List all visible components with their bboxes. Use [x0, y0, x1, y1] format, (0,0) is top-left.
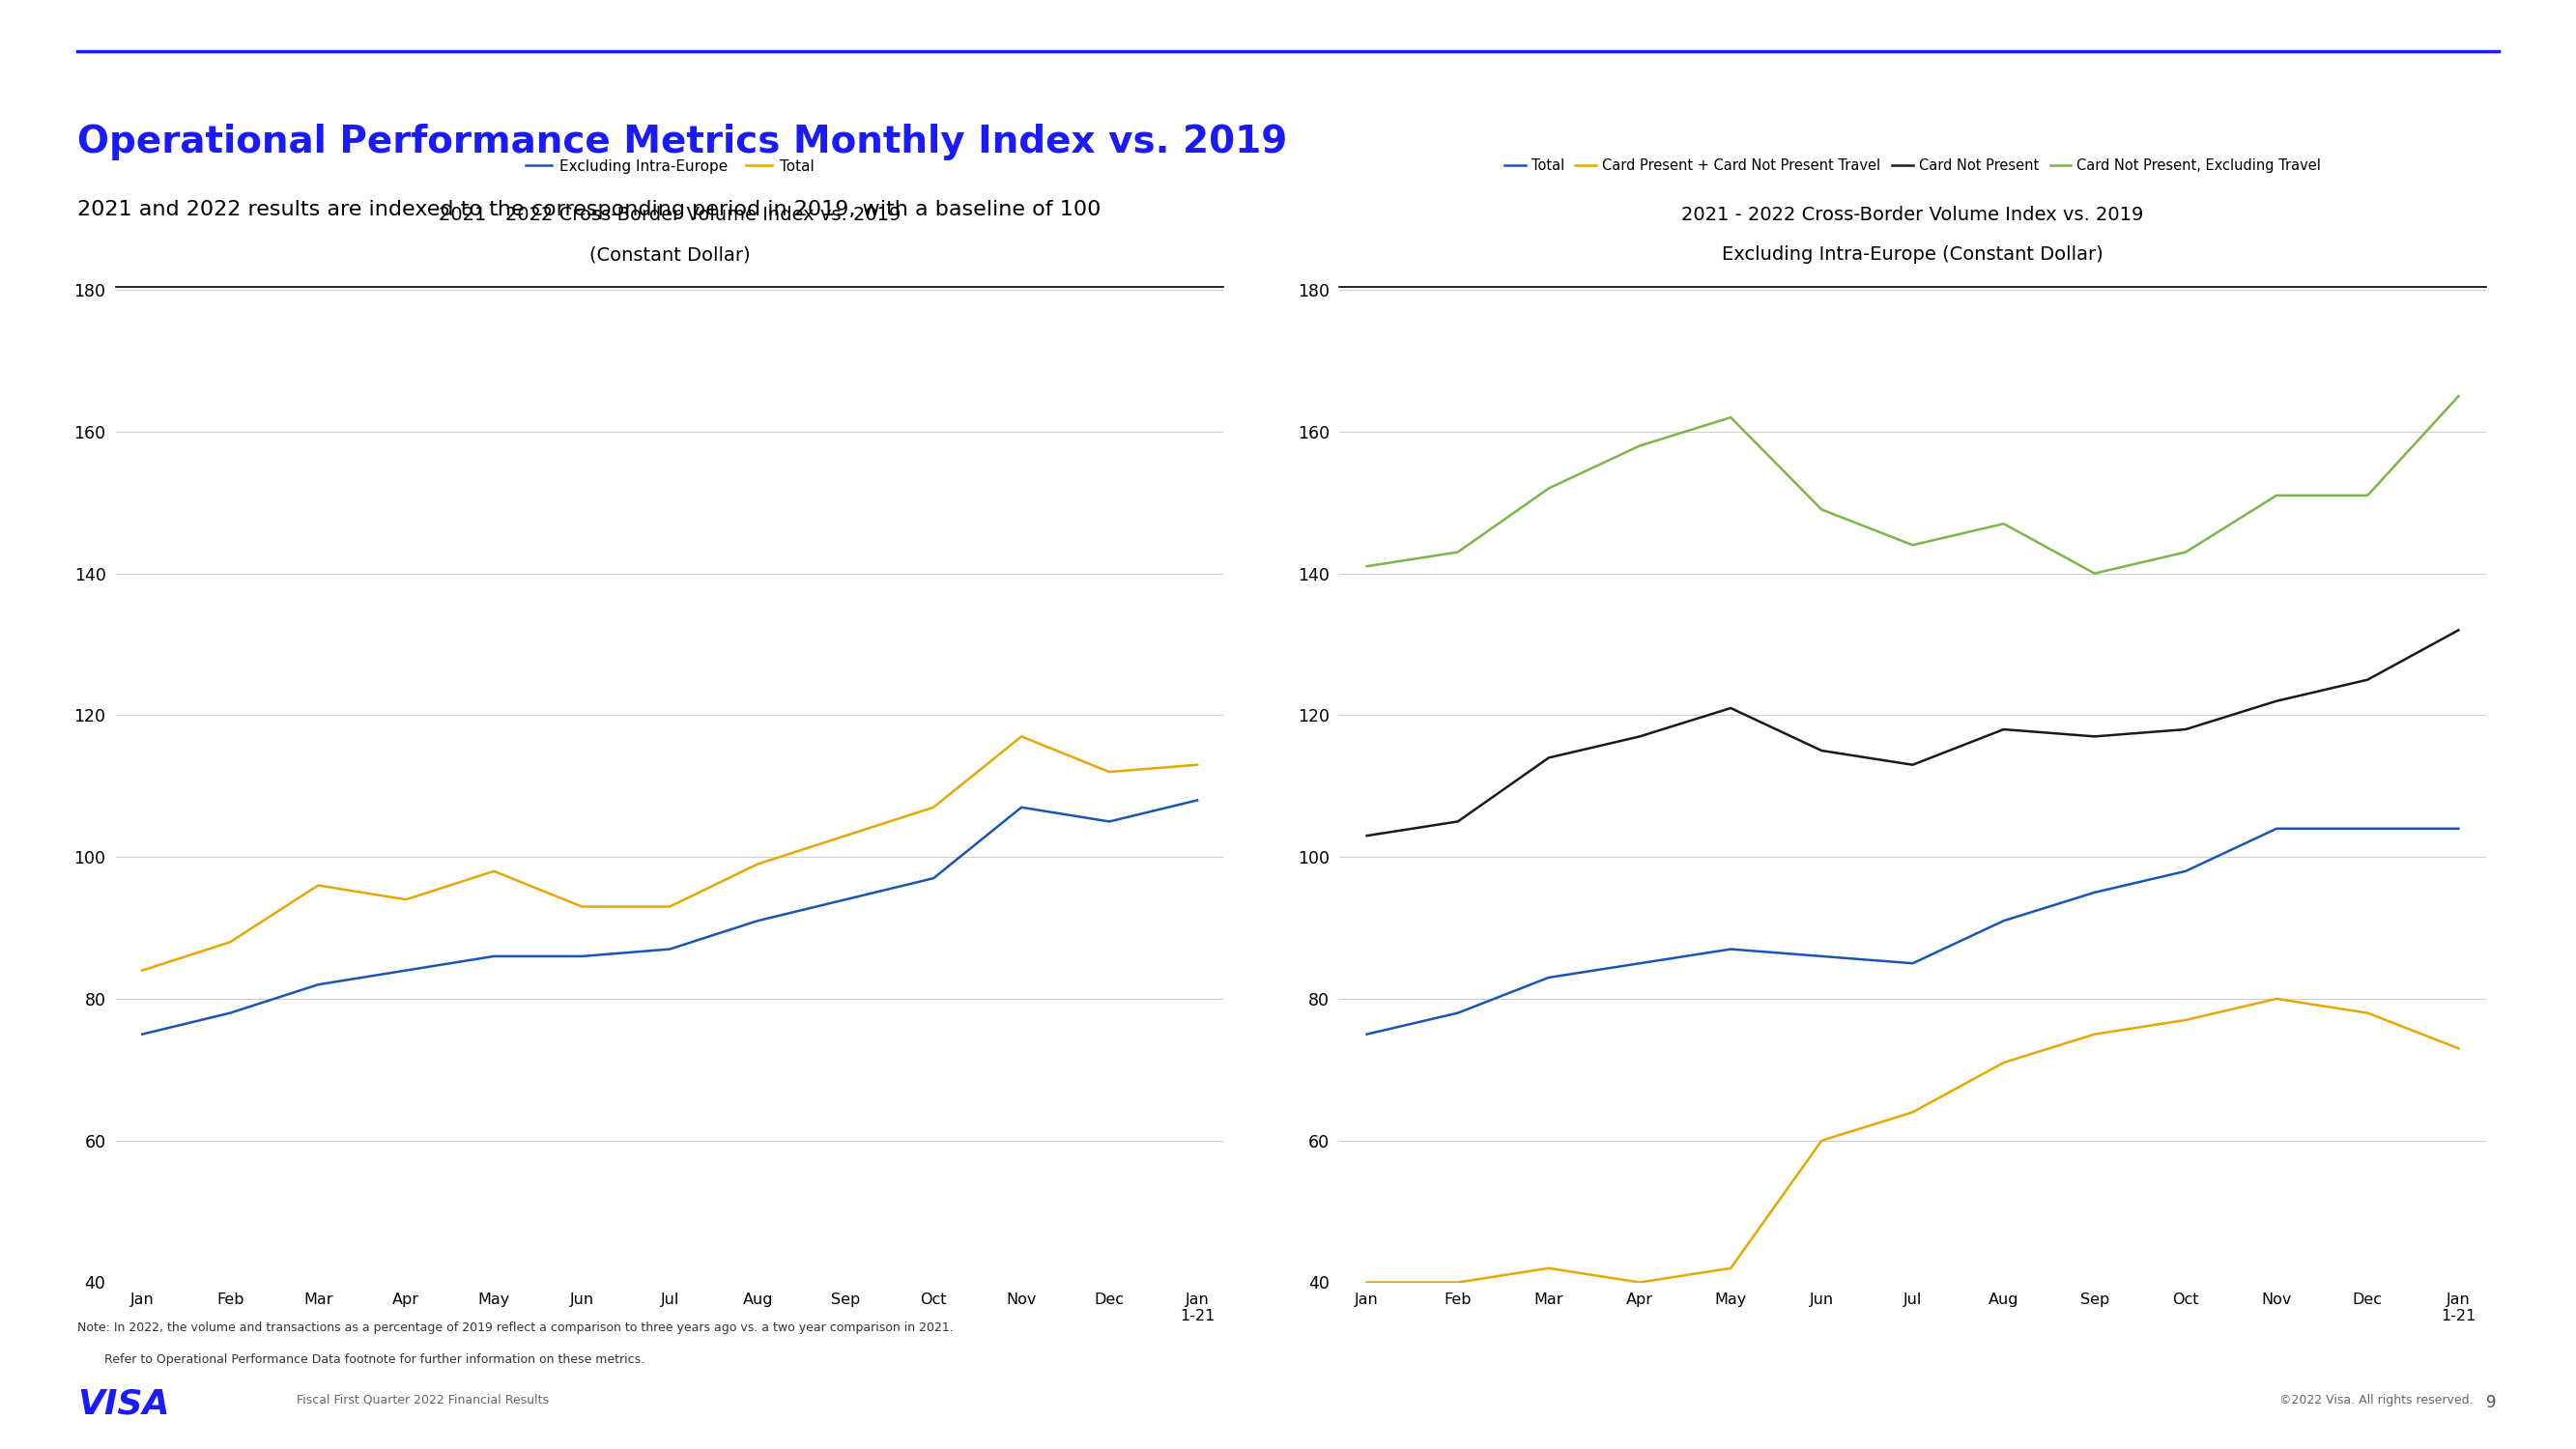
Text: Operational Performance Metrics Monthly Index vs. 2019: Operational Performance Metrics Monthly … — [77, 123, 1288, 159]
Line: Card Not Present, Excluding Travel: Card Not Present, Excluding Travel — [1368, 396, 2458, 574]
Total — [1625, 955, 1656, 972]
Total — [654, 898, 685, 916]
Text: VISA: VISA — [77, 1388, 170, 1421]
Card Not Present — [2079, 727, 2110, 745]
Line: Total: Total — [1368, 829, 2458, 1035]
Line: Excluding Intra-Europe: Excluding Intra-Europe — [142, 800, 1198, 1035]
Card Not Present, Excluding Travel — [1352, 558, 1383, 575]
Card Not Present, Excluding Travel — [1896, 536, 1927, 554]
Card Not Present, Excluding Travel — [1716, 409, 1747, 426]
Total — [1896, 955, 1927, 972]
Card Present + Card Not Present Travel — [1533, 1259, 1564, 1277]
Card Not Present, Excluding Travel — [1806, 501, 1837, 519]
Line: Card Not Present: Card Not Present — [1368, 630, 2458, 836]
Text: (Constant Dollar): (Constant Dollar) — [590, 245, 750, 264]
Total — [2442, 820, 2473, 838]
Card Not Present, Excluding Travel — [2352, 487, 2383, 504]
Excluding Intra-Europe — [654, 940, 685, 958]
Text: 2021 - 2022 Cross-Border Volume Index vs. 2019: 2021 - 2022 Cross-Border Volume Index vs… — [438, 206, 902, 225]
Text: 2021 and 2022 results are indexed to the corresponding period in 2019, with a ba: 2021 and 2022 results are indexed to the… — [77, 200, 1100, 219]
Excluding Intra-Europe — [1182, 791, 1213, 809]
Card Not Present — [2352, 671, 2383, 688]
Total — [1716, 940, 1747, 958]
Excluding Intra-Europe — [126, 1026, 157, 1043]
Text: ©2022 Visa. All rights reserved.: ©2022 Visa. All rights reserved. — [2280, 1394, 2473, 1407]
Card Not Present — [2262, 693, 2293, 710]
Card Not Present — [1716, 700, 1747, 717]
Card Not Present, Excluding Travel — [1443, 543, 1473, 561]
Card Not Present, Excluding Travel — [1989, 514, 2020, 532]
Card Present + Card Not Present Travel — [1806, 1132, 1837, 1149]
Excluding Intra-Europe — [392, 962, 422, 980]
Total — [1533, 969, 1564, 987]
Total — [2169, 862, 2200, 880]
Card Not Present — [2169, 720, 2200, 738]
Card Not Present — [2442, 622, 2473, 639]
Total — [1095, 764, 1126, 781]
Total — [301, 877, 332, 894]
Total — [1182, 756, 1213, 774]
Card Not Present — [1443, 813, 1473, 830]
Text: Note: In 2022, the volume and transactions as a percentage of 2019 reflect a com: Note: In 2022, the volume and transactio… — [77, 1321, 953, 1335]
Card Present + Card Not Present Travel — [1625, 1274, 1656, 1291]
Excluding Intra-Europe — [567, 948, 598, 965]
Total — [829, 827, 860, 845]
Excluding Intra-Europe — [829, 891, 860, 909]
Total — [126, 962, 157, 980]
Card Not Present — [1533, 749, 1564, 767]
Total — [214, 933, 245, 951]
Line: Card Present + Card Not Present Travel: Card Present + Card Not Present Travel — [1368, 998, 2458, 1282]
Excluding Intra-Europe — [917, 869, 948, 887]
Total — [1806, 948, 1837, 965]
Card Not Present, Excluding Travel — [2442, 387, 2473, 404]
Total — [392, 891, 422, 909]
Excluding Intra-Europe — [301, 977, 332, 994]
Line: Total: Total — [142, 736, 1198, 971]
Card Present + Card Not Present Travel — [1443, 1274, 1473, 1291]
Text: Fiscal First Quarter 2022 Financial Results: Fiscal First Quarter 2022 Financial Resu… — [296, 1394, 549, 1407]
Card Not Present — [1806, 742, 1837, 759]
Card Present + Card Not Present Travel — [2352, 1004, 2383, 1022]
Card Not Present — [1625, 727, 1656, 745]
Total — [1352, 1026, 1383, 1043]
Total — [917, 798, 948, 816]
Card Not Present, Excluding Travel — [1533, 480, 1564, 497]
Excluding Intra-Europe — [214, 1004, 245, 1022]
Card Present + Card Not Present Travel — [2169, 1011, 2200, 1029]
Total — [1443, 1004, 1473, 1022]
Total — [1989, 911, 2020, 929]
Text: Refer to Operational Performance Data footnote for further information on these : Refer to Operational Performance Data fo… — [77, 1353, 644, 1366]
Excluding Intra-Europe — [742, 911, 773, 929]
Card Not Present, Excluding Travel — [2169, 543, 2200, 561]
Card Not Present, Excluding Travel — [2262, 487, 2293, 504]
Excluding Intra-Europe — [479, 948, 510, 965]
Total — [567, 898, 598, 916]
Card Present + Card Not Present Travel — [1352, 1274, 1383, 1291]
Card Present + Card Not Present Travel — [1989, 1053, 2020, 1071]
Card Not Present, Excluding Travel — [2079, 565, 2110, 582]
Excluding Intra-Europe — [1095, 813, 1126, 830]
Text: 9: 9 — [2486, 1394, 2496, 1411]
Card Present + Card Not Present Travel — [1896, 1104, 1927, 1122]
Total — [479, 862, 510, 880]
Card Not Present — [1352, 827, 1383, 845]
Card Not Present — [1989, 720, 2020, 738]
Legend: Total, Card Present + Card Not Present Travel, Card Not Present, Card Not Presen: Total, Card Present + Card Not Present T… — [1499, 154, 2326, 178]
Total — [2079, 884, 2110, 901]
Card Not Present, Excluding Travel — [1625, 438, 1656, 455]
Card Present + Card Not Present Travel — [2262, 990, 2293, 1007]
Excluding Intra-Europe — [1007, 798, 1038, 816]
Card Present + Card Not Present Travel — [1716, 1259, 1747, 1277]
Card Not Present — [1896, 756, 1927, 774]
Total — [2262, 820, 2293, 838]
Total — [1007, 727, 1038, 745]
Total — [742, 855, 773, 872]
Legend: Excluding Intra-Europe, Total: Excluding Intra-Europe, Total — [520, 154, 819, 180]
Text: Excluding Intra-Europe (Constant Dollar): Excluding Intra-Europe (Constant Dollar) — [1721, 245, 2105, 264]
Card Present + Card Not Present Travel — [2442, 1040, 2473, 1058]
Card Present + Card Not Present Travel — [2079, 1026, 2110, 1043]
Text: 2021 - 2022 Cross-Border Volume Index vs. 2019: 2021 - 2022 Cross-Border Volume Index vs… — [1682, 206, 2143, 225]
Total — [2352, 820, 2383, 838]
